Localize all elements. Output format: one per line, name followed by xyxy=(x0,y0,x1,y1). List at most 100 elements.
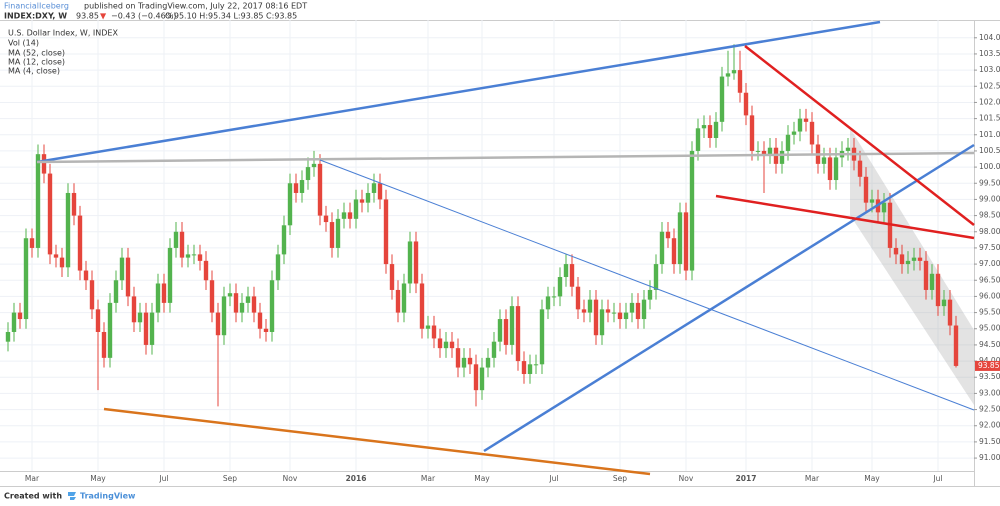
candle-body xyxy=(725,73,731,77)
candle-body xyxy=(155,283,161,313)
candle-body xyxy=(917,257,923,261)
candle-body xyxy=(353,199,359,219)
candle-body xyxy=(593,299,599,336)
candle-body xyxy=(77,215,83,271)
candle-body xyxy=(293,183,299,193)
candle-body xyxy=(41,154,47,174)
x-tick-label: Mar xyxy=(421,474,436,483)
candle-body xyxy=(629,302,635,313)
x-tick-label: Mar xyxy=(25,474,40,483)
candle-body xyxy=(599,309,605,336)
candle-body xyxy=(953,325,959,366)
candle-body xyxy=(131,296,137,323)
trendline xyxy=(319,159,975,411)
candle-body xyxy=(827,157,833,181)
candle-body xyxy=(401,283,407,313)
candle-body xyxy=(797,118,803,132)
change: −0.43 (−0.46%) xyxy=(111,12,176,21)
candle-body xyxy=(431,325,437,339)
y-tick-label: 103.50 xyxy=(979,49,1000,58)
candle-body xyxy=(347,212,353,219)
candle-body xyxy=(239,302,245,313)
candle-body xyxy=(935,273,941,307)
candle-body xyxy=(329,222,335,248)
published: published on TradingView.com, July 22, 2… xyxy=(84,2,307,11)
candle-body xyxy=(167,247,173,303)
candle-body xyxy=(17,312,23,320)
candle-body xyxy=(197,254,203,261)
candle-body xyxy=(263,328,269,332)
header: FinancialIceberg published on TradingVie… xyxy=(4,2,307,21)
candle-body xyxy=(47,173,53,255)
candle-body xyxy=(809,121,815,145)
candle-body xyxy=(755,150,761,152)
candle-body xyxy=(563,264,569,278)
candle-body xyxy=(617,312,623,320)
candle-body xyxy=(287,183,293,226)
candle-body xyxy=(11,312,17,332)
candle-body xyxy=(671,238,677,265)
candle-body xyxy=(713,121,719,139)
candle-body xyxy=(539,309,545,365)
candle-body xyxy=(101,331,107,358)
x-tick-label: Jul xyxy=(932,474,942,483)
x-tick-label: Mar xyxy=(805,474,820,483)
publisher[interactable]: FinancialIceberg xyxy=(4,2,69,11)
candle-body xyxy=(317,163,323,216)
x-tick-label: May xyxy=(864,474,880,483)
y-tick-label: 98.50 xyxy=(979,211,1000,220)
x-tick-label: Jul xyxy=(548,474,558,483)
candle-body xyxy=(533,364,539,366)
candle-body xyxy=(833,157,839,181)
y-tick-label: 97.50 xyxy=(979,243,1000,252)
x-tick-label: Nov xyxy=(679,474,694,483)
candle-body xyxy=(623,312,629,320)
candle-body xyxy=(71,192,77,216)
candle-body xyxy=(473,364,479,391)
candle-body xyxy=(341,212,347,219)
candle-body xyxy=(143,312,149,345)
candle-body xyxy=(53,254,59,258)
candle-body xyxy=(779,150,785,164)
candle-body xyxy=(161,283,167,303)
y-tick-label: 93.00 xyxy=(979,388,1000,397)
footer-created: Created with xyxy=(4,492,62,501)
candle-body xyxy=(461,357,467,368)
change-arrow: ▼ xyxy=(100,12,107,21)
candle-body xyxy=(707,125,713,139)
legend-entry: MA (4, close) xyxy=(8,67,60,76)
candle-body xyxy=(569,264,575,287)
y-tick-label: 97.00 xyxy=(979,259,1000,268)
candle-body xyxy=(245,296,251,303)
last-price: 93.85 xyxy=(76,12,99,21)
candle-body xyxy=(5,331,11,342)
trendline xyxy=(36,20,881,164)
candle-body xyxy=(311,163,317,168)
candle-body xyxy=(323,215,329,223)
brand-icon xyxy=(68,492,76,500)
candle-body xyxy=(653,264,659,290)
candle-body xyxy=(899,254,905,265)
candle-body xyxy=(947,299,953,326)
footer: Created with TradingView xyxy=(4,492,136,501)
candle-body xyxy=(485,357,491,368)
candle-body xyxy=(731,70,737,74)
y-tick-label: 91.50 xyxy=(979,437,1000,446)
candle-body xyxy=(383,199,389,265)
candle-body xyxy=(203,260,209,281)
candle-body xyxy=(119,257,125,281)
candle-body xyxy=(299,180,305,193)
candle-body xyxy=(209,280,215,313)
x-tick-label: Sep xyxy=(223,474,237,483)
y-tick-label: 100.00 xyxy=(979,162,1000,171)
channel-shade xyxy=(850,128,974,405)
candle-body xyxy=(233,293,239,313)
candle-body xyxy=(545,296,551,310)
footer-brand[interactable]: TradingView xyxy=(80,492,136,501)
last-price-label: 93.85 xyxy=(978,361,1000,370)
y-tick-label: 92.50 xyxy=(979,405,1000,414)
candle-body xyxy=(377,183,383,200)
candle-body xyxy=(389,264,395,290)
x-tick-label: May xyxy=(90,474,106,483)
y-tick-label: 91.00 xyxy=(979,453,1000,462)
